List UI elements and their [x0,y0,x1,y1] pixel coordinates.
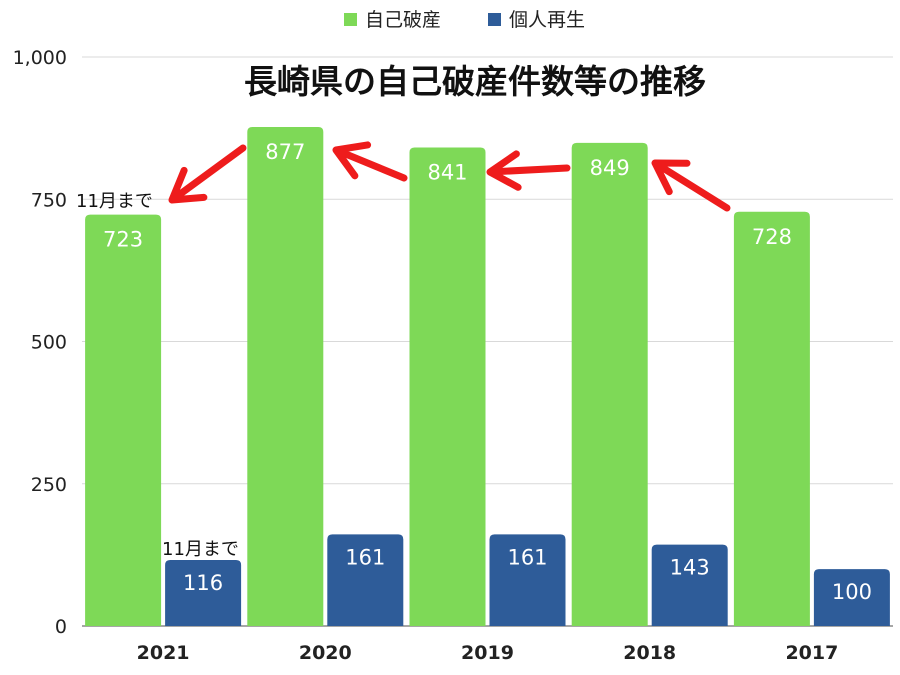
legend: 自己破産 個人再生 [344,9,585,31]
legend-swatch [488,13,501,26]
bar-bankruptcy [85,214,162,626]
legend-swatch [344,13,357,26]
chart-title: 長崎県の自己破産件数等の推移 [244,62,706,101]
legend-label: 自己破産 [365,9,441,31]
x-tick-label: 2020 [299,642,352,664]
bar-rehabilitation [651,544,728,626]
bar-rehabilitation [165,559,242,626]
x-tick-label: 2018 [623,642,676,664]
y-tick-label: 0 [55,616,67,638]
bar-rehabilitation [327,534,404,626]
y-tick-label: 250 [31,474,67,496]
bar-bankruptcy [571,142,648,626]
legend-label: 個人再生 [509,9,585,31]
bar-bankruptcy [247,126,324,626]
y-tick-label: 1,000 [13,47,67,69]
bar-value-label: 143 [670,556,710,580]
bars [85,126,890,626]
arrow-2020-to-2021 [168,144,247,204]
bar-value-label: 723 [103,228,143,252]
bar-value-label: 728 [752,225,792,249]
y-tick-label: 750 [31,189,67,211]
bar-value-label: 877 [265,140,305,164]
data-labels: 723 116 877 161 841 161 849 143 728 100 [103,140,872,604]
bar-value-label: 161 [345,545,385,569]
bar-value-label: 849 [590,156,630,180]
y-tick-label: 500 [31,332,67,354]
x-tick-label: 2017 [785,642,838,664]
y-axis: 0 250 500 750 1,000 [13,47,67,638]
x-axis: 2021 2020 2019 2018 2017 [137,642,839,664]
bar-rehabilitation [813,569,890,626]
arrow-2019-to-2020 [332,141,408,182]
bar-value-label: 116 [183,571,223,595]
bar-value-label: 841 [427,160,467,184]
arrow-2018-to-2019 [486,150,571,191]
red-arrows [168,141,731,212]
annotations: 11月まで 11月まで [76,191,239,560]
bar-value-label: 161 [507,545,547,569]
bar-value-label: 100 [832,580,872,604]
bar-bankruptcy [409,147,486,626]
bar-rehabilitation [489,534,566,626]
bar-bankruptcy [733,211,810,626]
annotation-bankruptcy: 11月まで [76,191,153,212]
x-tick-label: 2021 [137,642,190,664]
annotation-rehabilitation: 11月まで [162,539,239,560]
x-tick-label: 2019 [461,642,514,664]
arrow-2017-to-2018 [651,159,731,212]
